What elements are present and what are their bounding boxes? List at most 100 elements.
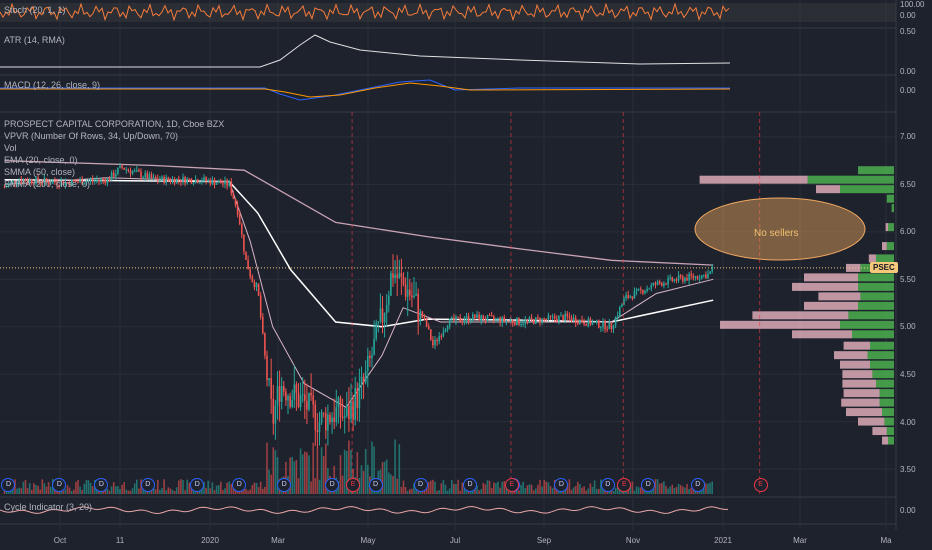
vpvr-bar-up — [870, 360, 894, 369]
volume-bar — [427, 481, 430, 494]
volume-bar — [22, 481, 25, 494]
dividend-badge[interactable]: D — [641, 478, 656, 492]
dividend-badge[interactable]: D — [277, 478, 292, 492]
candle-body — [591, 322, 594, 325]
macd-line — [0, 79, 730, 101]
volume-bar — [505, 488, 508, 494]
candle-body — [5, 186, 8, 188]
candle-body — [272, 398, 275, 424]
candle-body — [54, 181, 56, 183]
dividend-badge[interactable]: D — [462, 478, 477, 492]
dividend-badge[interactable]: D — [232, 478, 247, 492]
candle-body — [669, 277, 671, 279]
volume-bar — [159, 489, 161, 494]
dividend-badge[interactable]: D — [190, 478, 205, 492]
candle-body — [291, 399, 293, 407]
vpvr-bar-up — [886, 194, 894, 203]
candle-body — [16, 182, 18, 184]
volume-bar — [190, 487, 193, 494]
candle-body — [686, 277, 688, 281]
candle-body — [551, 316, 554, 318]
volume-bar — [16, 488, 18, 494]
candle-body — [327, 414, 329, 431]
volume-bar — [402, 480, 405, 494]
dividend-badge[interactable]: D — [1, 478, 16, 492]
candle-body — [329, 414, 331, 423]
volume-bar — [471, 489, 474, 494]
candle-body — [148, 174, 151, 179]
candle-body — [66, 182, 69, 184]
candle-body — [427, 326, 430, 330]
candle-body — [654, 283, 657, 285]
candle-body — [646, 288, 648, 291]
price-tag: PSEC — [870, 262, 898, 273]
volume-bar — [709, 482, 711, 494]
volume-bar — [675, 487, 678, 494]
dividend-badge[interactable]: D — [52, 478, 67, 492]
candle-body — [574, 317, 577, 323]
dividend-badge[interactable]: D — [554, 478, 569, 492]
candle-body — [255, 283, 258, 288]
volume-bar — [167, 487, 170, 494]
candle-body — [240, 224, 243, 235]
dividend-badge[interactable]: D — [600, 478, 615, 492]
vpvr-bar-up — [840, 185, 894, 194]
volume-bar — [47, 482, 50, 494]
cycle-title: Cycle Indicator (3, 20) — [4, 502, 93, 512]
candle-body — [198, 182, 201, 184]
candle-body — [379, 308, 382, 322]
earnings-badge[interactable]: E — [753, 478, 768, 492]
candle-body — [203, 177, 205, 182]
dividend-badge[interactable]: D — [413, 478, 428, 492]
candle-body — [343, 415, 346, 418]
vpvr-bar-down — [843, 341, 870, 350]
candle-body — [110, 172, 113, 181]
candle-body — [85, 181, 88, 184]
candle-body — [621, 304, 623, 308]
volume-bar — [707, 483, 709, 494]
candle-body — [558, 316, 560, 322]
candle-body — [322, 412, 325, 414]
volume-bar — [318, 479, 321, 494]
candle-body — [465, 316, 468, 321]
candle-body — [564, 313, 566, 321]
volume-bar — [669, 486, 671, 494]
candle-body — [93, 180, 96, 182]
candle-body — [196, 179, 199, 183]
dividend-badge[interactable]: D — [140, 478, 155, 492]
dividend-badge[interactable]: D — [690, 478, 705, 492]
candle-body — [711, 266, 713, 272]
candle-body — [501, 317, 503, 323]
candle-body — [522, 323, 524, 325]
candle-body — [47, 181, 50, 184]
volume-bar — [249, 489, 251, 494]
price-tick-350: 3.50 — [900, 465, 916, 474]
candle-body — [222, 183, 224, 185]
candle-body — [490, 315, 493, 317]
earnings-badge[interactable]: E — [504, 478, 519, 492]
candle-body — [484, 319, 487, 321]
candle-body — [133, 170, 136, 172]
candle-body — [184, 177, 186, 184]
volume-bar — [574, 485, 577, 494]
smma50-legend: SMMA (50, close) — [4, 167, 76, 177]
volume-bar — [400, 486, 403, 494]
dividend-badge[interactable]: D — [325, 478, 340, 492]
candle-body — [432, 339, 434, 346]
volume-bar — [81, 490, 83, 494]
candle-body — [631, 296, 634, 299]
volume-bar — [106, 488, 109, 494]
earnings-badge[interactable]: E — [346, 478, 361, 492]
atr-title: ATR (14, RMA) — [4, 35, 65, 45]
candle-body — [261, 317, 264, 334]
volume-bar — [541, 486, 543, 494]
candle-body — [91, 179, 94, 181]
volume-bar — [324, 443, 327, 494]
volume-bar — [20, 488, 23, 494]
volume-bar — [320, 447, 323, 494]
volume-bar — [417, 489, 419, 494]
dividend-badge[interactable]: D — [94, 478, 109, 492]
earnings-badge[interactable]: E — [617, 478, 632, 492]
dividend-badge[interactable]: D — [368, 478, 383, 492]
